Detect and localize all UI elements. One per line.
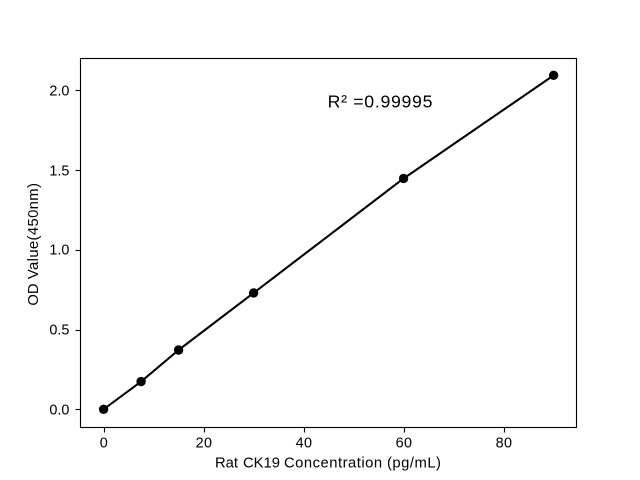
svg-text:60: 60 [396,436,413,452]
svg-text:0.5: 0.5 [49,323,69,339]
svg-text:OD: OD [26,283,42,305]
svg-text:80: 80 [496,436,513,452]
svg-text:CK19: CK19 [243,455,280,471]
svg-text:Concentration: Concentration [284,455,383,471]
svg-text:0.0: 0.0 [49,403,69,419]
svg-text:1.5: 1.5 [49,164,69,180]
svg-text:(pg/mL): (pg/mL) [387,455,441,471]
svg-text:1.0: 1.0 [49,243,69,259]
svg-text:40: 40 [296,436,313,452]
svg-text:0: 0 [100,436,108,452]
svg-text:R² =0.99995: R² =0.99995 [328,92,434,112]
svg-text:20: 20 [196,436,213,452]
svg-text:Rat: Rat [215,455,238,471]
svg-text:2.0: 2.0 [49,84,69,100]
svg-text:Value(450nm): Value(450nm) [26,183,42,279]
